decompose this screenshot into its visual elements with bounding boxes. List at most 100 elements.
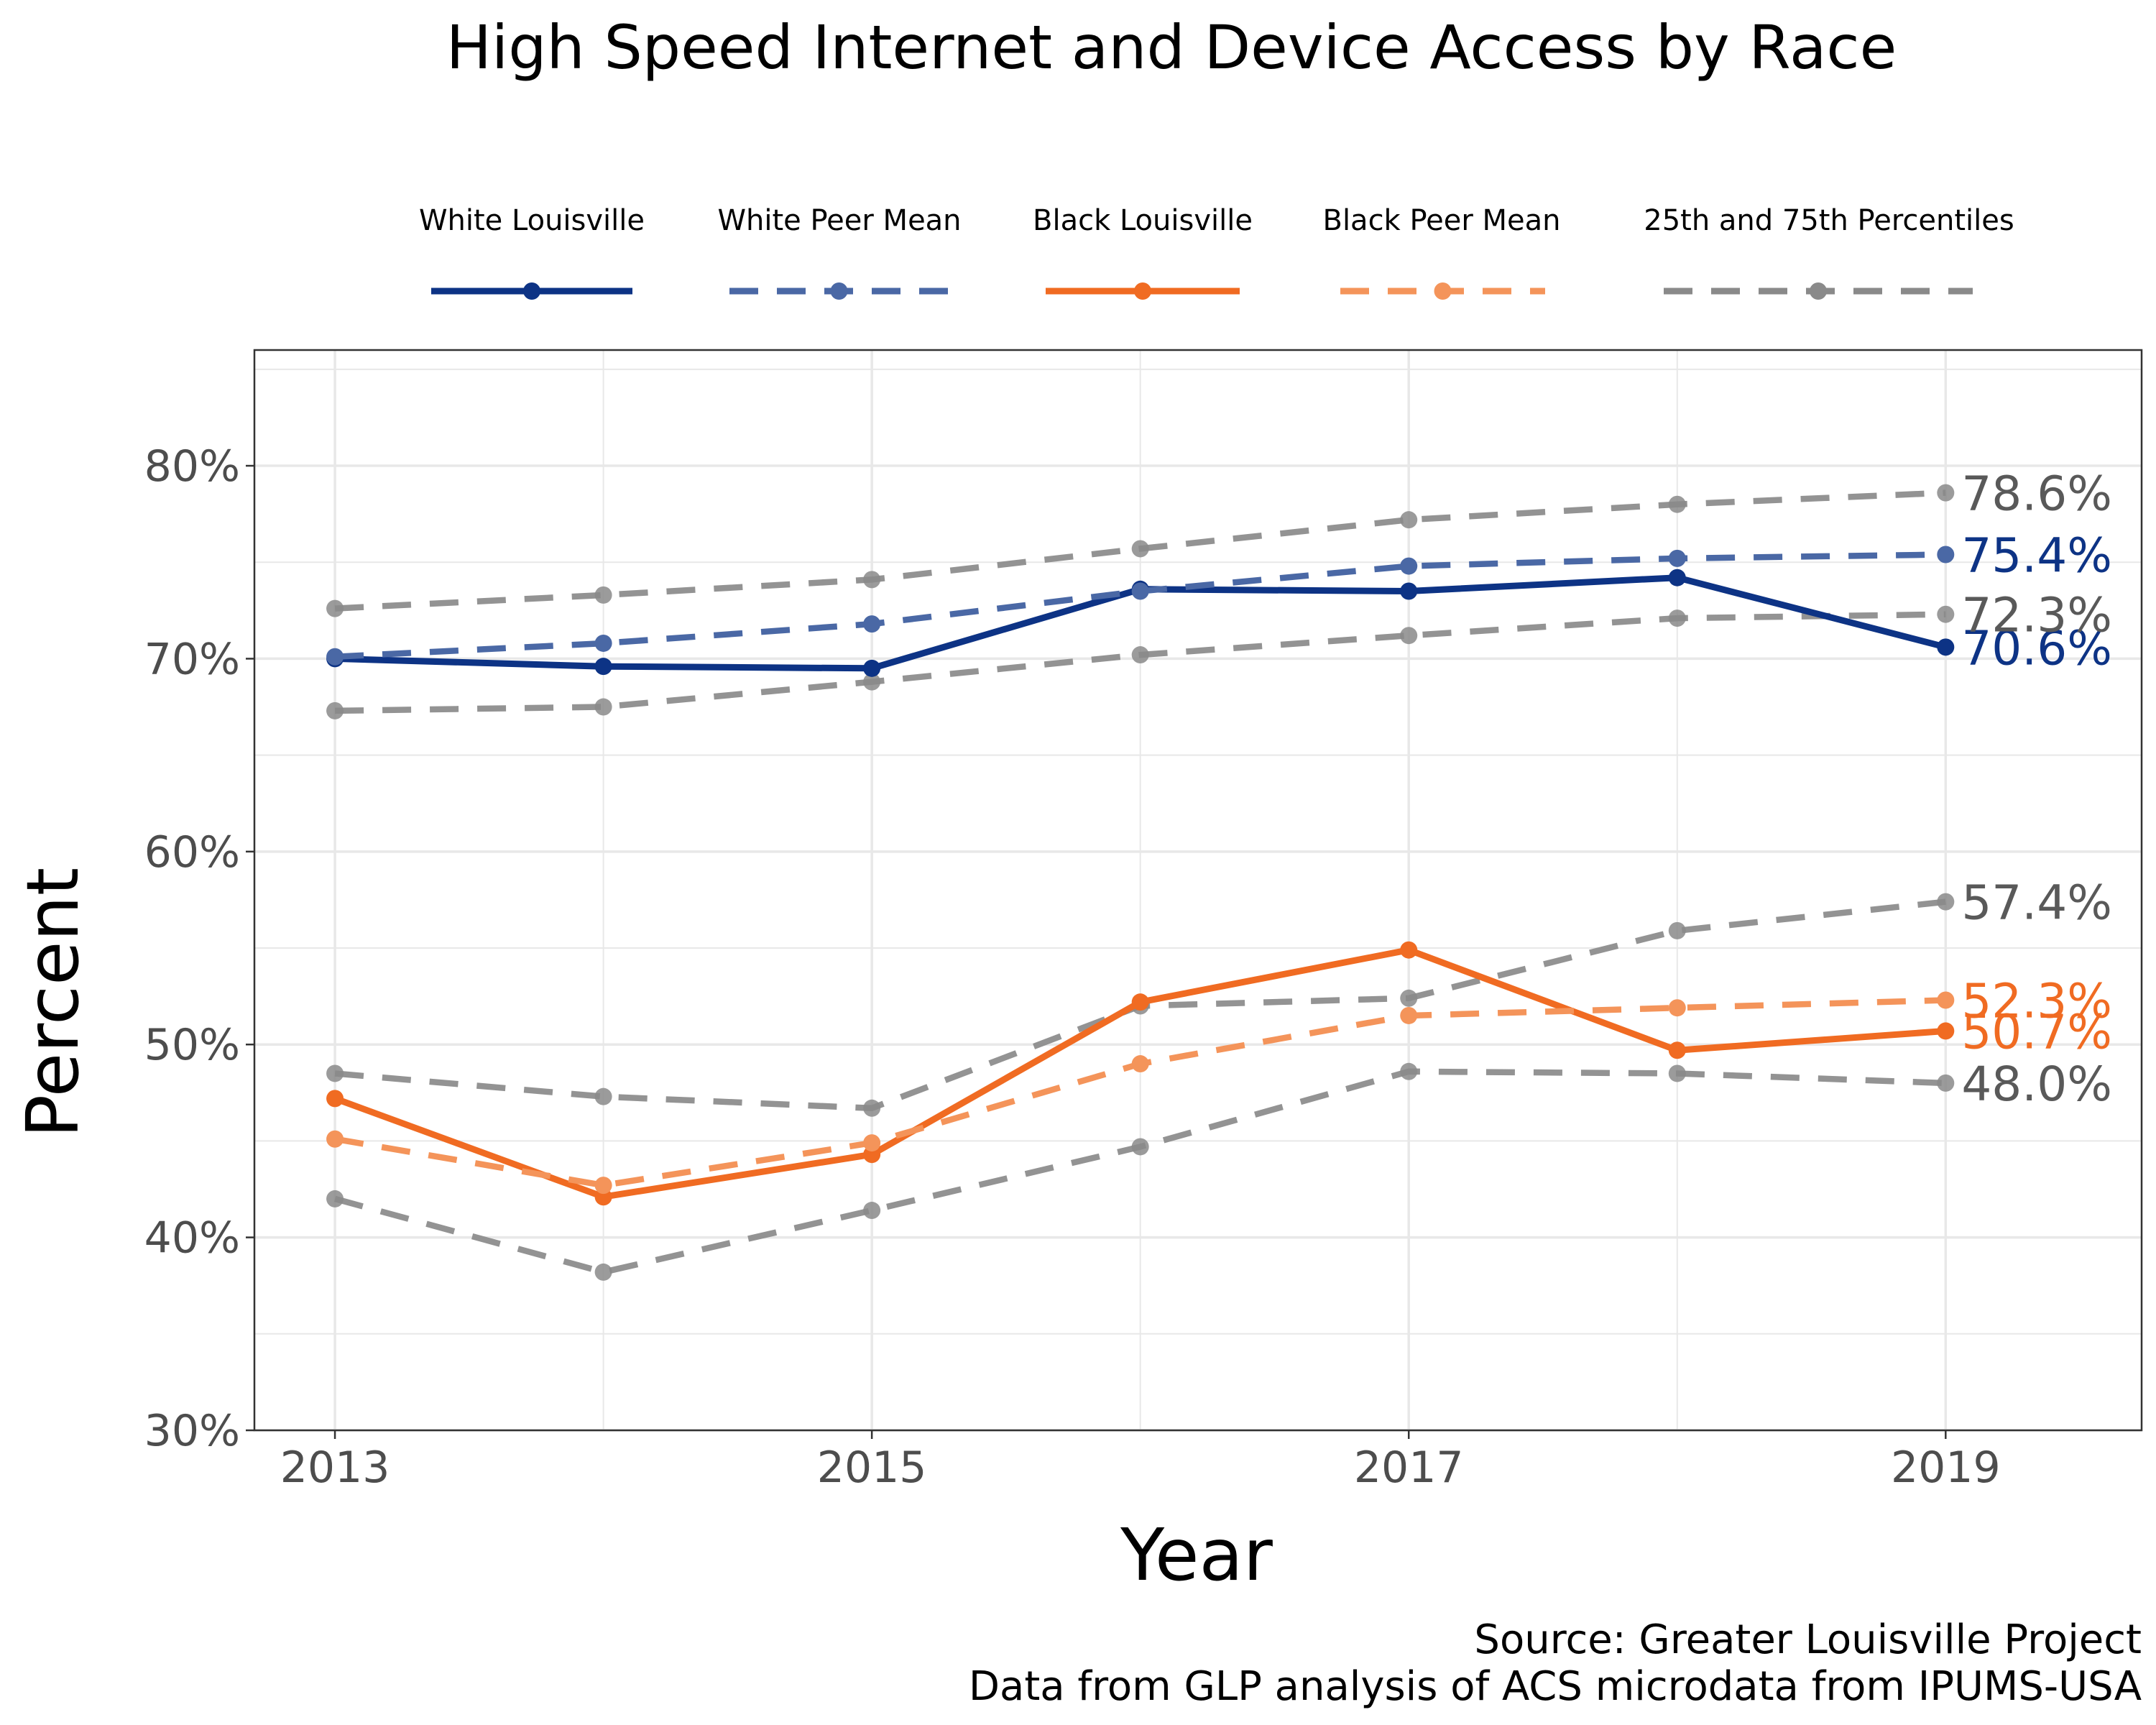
data-point (594, 1177, 612, 1195)
data-point (863, 1134, 881, 1152)
series-25th-and-75th-percentiles (326, 605, 1955, 719)
legend-swatch-point (1434, 282, 1452, 300)
y-tick-label: 30% (144, 1406, 240, 1456)
data-point (1668, 569, 1686, 586)
series-black-peer-mean (326, 991, 1955, 1195)
y-tick-label: 80% (144, 441, 240, 492)
data-point (863, 1202, 881, 1220)
data-point (1668, 495, 1686, 513)
data-point (1131, 646, 1149, 664)
data-point (1131, 582, 1149, 600)
legend-label: White Louisville (419, 204, 645, 237)
data-point (326, 1190, 344, 1208)
source-caption: Source: Greater Louisville Project (1474, 1616, 2142, 1663)
data-point (594, 658, 612, 676)
data-point (1937, 1022, 1955, 1040)
data-point (1937, 991, 1955, 1009)
end-value-label: 48.0% (1961, 1057, 2112, 1112)
x-tick-label: 2017 (1354, 1443, 1464, 1493)
data-point (326, 1130, 344, 1148)
data-point (1400, 582, 1418, 600)
end-value-label: 75.4% (1961, 528, 2112, 583)
series-white-peer-mean (326, 546, 1955, 666)
data-point (1668, 921, 1686, 939)
data-point (326, 1064, 344, 1082)
legend-item-25th-and-75th-percentiles: 25th and 75th Percentiles (1644, 204, 2014, 300)
legend-label: White Peer Mean (717, 204, 961, 237)
data-point (326, 648, 344, 666)
y-tick-label: 40% (144, 1213, 240, 1264)
data-point (1400, 989, 1418, 1007)
series-25th-and-75th-percentiles (326, 1062, 1955, 1281)
legend-swatch-point (523, 282, 540, 300)
x-tick-label: 2019 (1891, 1443, 2001, 1493)
x-axis-ticks: 2013 2015 2017 2019 (280, 1430, 2001, 1493)
data-point (1131, 540, 1149, 558)
data-point (863, 1099, 881, 1117)
data-point (1668, 610, 1686, 627)
data-point (1668, 549, 1686, 567)
data-point (326, 599, 344, 617)
y-axis-title: Percent (11, 868, 95, 1138)
data-point (1937, 484, 1955, 502)
data-point (1668, 1064, 1686, 1082)
legend-item-white-peer-mean: White Peer Mean (717, 204, 962, 300)
data-point (863, 571, 881, 589)
data-point (1400, 941, 1418, 959)
data-point (594, 698, 612, 716)
x-axis-title: Year (1120, 1513, 1273, 1597)
y-tick-label: 50% (144, 1020, 240, 1070)
legend-swatch-point (1134, 282, 1151, 300)
legend-item-black-peer-mean: Black Peer Mean (1323, 204, 1561, 300)
data-point (1131, 1138, 1149, 1156)
y-tick-label: 60% (144, 827, 240, 878)
legend: White Louisville White Peer Mean Black Lou… (419, 204, 2014, 300)
y-tick-label: 70% (144, 634, 240, 684)
end-labels: 70.6% 75.4% 50.7%52.3% 78.6% 72.3% 57.4% 48.0% (1961, 466, 2112, 1112)
data-point (1400, 557, 1418, 575)
data-caption: Data from GLP analysis of ACS microdata … (969, 1663, 2142, 1710)
data-point (1131, 993, 1149, 1011)
plot-panel (253, 349, 2143, 1432)
data-point (594, 1087, 612, 1105)
end-value-label: 78.6% (1961, 466, 2112, 522)
data-point (326, 702, 344, 719)
data-point (1937, 546, 1955, 564)
legend-label: Black Peer Mean (1323, 204, 1561, 237)
data-point (863, 615, 881, 633)
data-point (1400, 511, 1418, 529)
data-point (326, 1090, 344, 1108)
data-point (1668, 999, 1686, 1017)
x-tick-label: 2013 (280, 1443, 390, 1493)
y-axis-ticks: 30% 40% 50% 60% 70% 80% (144, 441, 254, 1456)
data-point (594, 586, 612, 604)
data-point (1937, 638, 1955, 656)
grid (254, 350, 2142, 1432)
data-point (1937, 605, 1955, 623)
end-value-label: 72.3% (1961, 588, 2112, 643)
data-point (1400, 1006, 1418, 1024)
legend-item-white-louisville: White Louisville (419, 204, 645, 300)
series-25th-and-75th-percentiles (326, 484, 1955, 617)
legend-item-black-louisville: Black Louisville (1033, 204, 1253, 300)
legend-label: 25th and 75th Percentiles (1644, 204, 2014, 237)
legend-label: Black Louisville (1033, 204, 1253, 237)
data-point (594, 1263, 612, 1281)
data-point (1937, 1074, 1955, 1092)
legend-swatch-point (830, 282, 848, 300)
data-point (863, 673, 881, 691)
series-layer (326, 484, 1955, 1281)
end-value-label: 57.4% (1961, 875, 2112, 931)
data-point (863, 659, 881, 677)
legend-swatch-point (1810, 282, 1827, 300)
data-point (1400, 627, 1418, 645)
x-tick-label: 2015 (817, 1443, 927, 1493)
data-point (1131, 1055, 1149, 1073)
end-value-label: 70.6% (1961, 620, 2112, 676)
end-value-label: 50.7% (1961, 1004, 2112, 1059)
end-value-label: 52.3% (1961, 973, 2112, 1029)
data-point (1937, 893, 1955, 911)
chart-title: High Speed Internet and Device Access by… (446, 12, 1897, 83)
data-point (1400, 1062, 1418, 1080)
